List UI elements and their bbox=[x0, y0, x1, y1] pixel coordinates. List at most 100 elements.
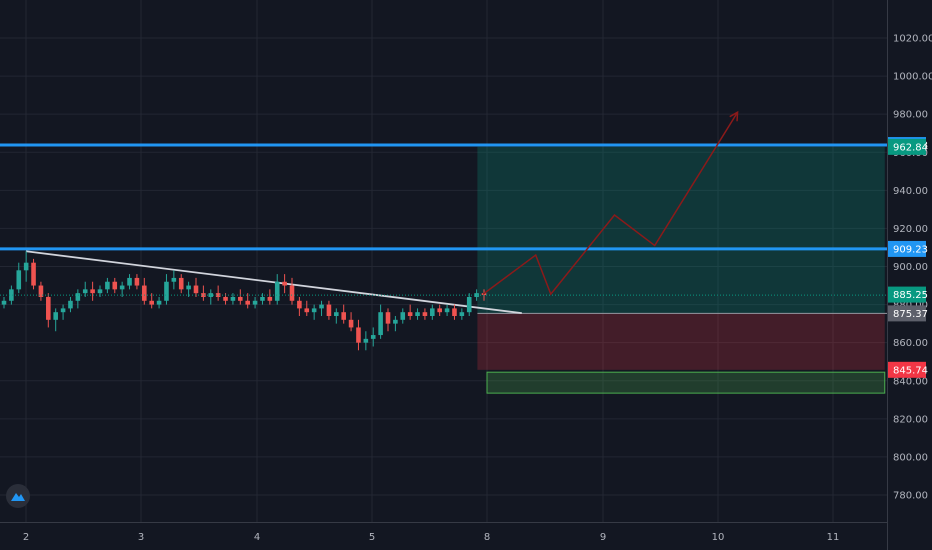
candle bbox=[238, 289, 243, 305]
candle bbox=[400, 308, 406, 324]
candle-body bbox=[38, 285, 44, 297]
candle bbox=[215, 285, 221, 301]
entry-price-tag: 875.37 bbox=[888, 305, 928, 322]
candle bbox=[156, 296, 162, 309]
candle-body bbox=[378, 312, 383, 336]
price-tag-background bbox=[888, 305, 926, 322]
candle bbox=[459, 308, 465, 320]
candle-body bbox=[178, 277, 184, 290]
candle bbox=[68, 296, 73, 313]
candle-body bbox=[215, 293, 221, 297]
candle-body bbox=[274, 281, 280, 301]
price-tag-label: 875.37 bbox=[893, 309, 928, 320]
y-tick-label: 800.00 bbox=[893, 452, 928, 463]
candle-body bbox=[400, 312, 406, 320]
resistance-lower-tag: 909.23 bbox=[888, 240, 928, 257]
candle bbox=[178, 274, 184, 294]
candle bbox=[319, 300, 324, 317]
candle bbox=[134, 274, 140, 290]
candle-body bbox=[1, 300, 7, 305]
tradingview-logo[interactable] bbox=[6, 484, 30, 508]
candle bbox=[171, 270, 177, 290]
candle-body bbox=[171, 277, 177, 282]
candle bbox=[378, 304, 383, 339]
price-tag-background bbox=[888, 138, 926, 155]
x-tick-label: 8 bbox=[484, 532, 490, 543]
candle bbox=[9, 285, 14, 305]
candle-body bbox=[193, 285, 199, 294]
candle bbox=[385, 308, 391, 332]
candle-body bbox=[363, 338, 369, 343]
candle-body bbox=[112, 281, 118, 290]
candle-body bbox=[9, 289, 14, 301]
loss-zone bbox=[477, 313, 885, 370]
profit-zone bbox=[477, 146, 885, 314]
price-tag-background bbox=[888, 286, 926, 303]
candle-body bbox=[356, 327, 361, 343]
y-tick-label: 1020.00 bbox=[893, 34, 932, 45]
y-tick-label: 860.00 bbox=[893, 338, 928, 349]
candle-body bbox=[223, 296, 228, 301]
price-tag-label: 909.23 bbox=[893, 244, 928, 255]
candle-body bbox=[60, 308, 66, 313]
candle bbox=[186, 281, 191, 297]
candle bbox=[267, 289, 273, 305]
candle bbox=[75, 289, 81, 309]
candle-body bbox=[422, 312, 428, 317]
candle-body bbox=[201, 293, 206, 297]
candle bbox=[38, 281, 44, 301]
candle-body bbox=[407, 312, 413, 317]
candle-body bbox=[68, 300, 73, 309]
candle-body bbox=[156, 300, 162, 305]
projection-path bbox=[482, 111, 739, 296]
price-tag-label: 885.25 bbox=[893, 290, 928, 301]
y-tick-label: 940.00 bbox=[893, 186, 928, 197]
candle bbox=[90, 281, 95, 301]
candle bbox=[119, 281, 125, 297]
y-tick-label: 780.00 bbox=[893, 491, 928, 502]
candle-body bbox=[341, 312, 346, 320]
candle bbox=[23, 251, 29, 282]
x-tick-label: 2 bbox=[23, 532, 29, 543]
candle bbox=[466, 293, 472, 317]
candle-body bbox=[119, 285, 125, 290]
candle bbox=[245, 293, 250, 309]
candle bbox=[230, 293, 236, 305]
candle bbox=[452, 304, 457, 320]
candle-body bbox=[430, 308, 435, 317]
x-tick-label: 4 bbox=[254, 532, 260, 543]
candle-body bbox=[348, 319, 354, 328]
y-tick-label: 900.00 bbox=[893, 262, 928, 273]
candle-body bbox=[452, 308, 457, 317]
candle bbox=[393, 316, 398, 332]
candle bbox=[193, 277, 199, 297]
target-price-tag: 962.84 bbox=[888, 138, 928, 155]
y-tick-label: 980.00 bbox=[893, 110, 928, 121]
price-tag-background bbox=[888, 240, 926, 257]
candle-body bbox=[260, 296, 265, 301]
candle-body bbox=[230, 296, 236, 301]
candle-body bbox=[127, 277, 132, 286]
candle bbox=[282, 274, 287, 294]
candle-body bbox=[238, 296, 243, 301]
candle-body bbox=[444, 308, 450, 313]
candle bbox=[363, 331, 369, 351]
candle bbox=[112, 277, 118, 294]
y-tick-label: 820.00 bbox=[893, 414, 928, 425]
candle-body bbox=[90, 289, 95, 294]
candle bbox=[82, 281, 88, 297]
candle-body bbox=[142, 285, 147, 301]
candle-body bbox=[97, 289, 103, 294]
candle-body bbox=[437, 308, 442, 313]
candle bbox=[370, 327, 376, 347]
candle-body bbox=[23, 262, 29, 271]
candle bbox=[46, 293, 51, 328]
y-tick-label: 840.00 bbox=[893, 376, 928, 387]
candle bbox=[341, 304, 346, 324]
candle bbox=[53, 308, 58, 332]
candle-body bbox=[75, 293, 81, 301]
candle bbox=[201, 285, 206, 301]
candle-body bbox=[245, 300, 250, 305]
candle bbox=[289, 277, 295, 305]
